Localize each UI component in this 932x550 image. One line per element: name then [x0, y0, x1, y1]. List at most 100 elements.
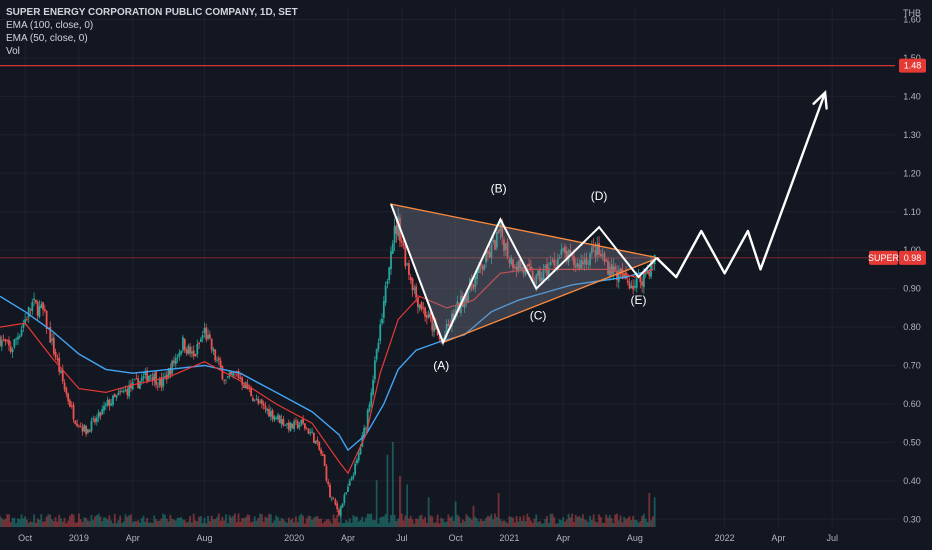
candle-body	[128, 385, 131, 397]
volume-bar	[564, 521, 566, 527]
price-tick-label: 1.20	[903, 168, 921, 178]
candle-body	[510, 257, 513, 265]
volume-bar	[535, 514, 538, 527]
volume-bar	[284, 521, 287, 527]
candle-body	[397, 216, 400, 237]
volume-bar	[556, 523, 559, 527]
volume-bar	[147, 522, 150, 527]
volume-bar	[309, 516, 312, 527]
candle-body	[605, 259, 608, 262]
price-axis[interactable]: THB 1.60 1.50 1.40 1.30 1.20 1.10 1.00 0.90 0.80…	[903, 8, 921, 524]
volume-bar	[506, 523, 509, 527]
time-tick-label: Jul	[396, 533, 408, 543]
candle-body	[26, 318, 28, 320]
candle-body	[354, 463, 357, 475]
volume-bar	[454, 501, 457, 527]
volume-bar	[110, 520, 113, 527]
candle-body	[119, 391, 122, 393]
volume-bar	[370, 513, 373, 527]
candle-body	[625, 272, 627, 279]
volume-bar	[273, 520, 276, 527]
candle-body	[40, 304, 43, 309]
volume-bar	[540, 523, 543, 527]
candle-body	[104, 404, 107, 406]
volume-bar	[192, 513, 195, 527]
volume-bar	[438, 523, 441, 527]
time-tick-label: 2021	[499, 533, 519, 543]
candle-body	[350, 478, 353, 480]
ema100-legend[interactable]: EMA (100, close, 0)	[6, 20, 94, 31]
volume-bar	[429, 515, 432, 527]
volume-bar	[124, 514, 127, 527]
volume-bar	[481, 520, 484, 527]
volume-bar	[553, 517, 556, 527]
volume-bar	[585, 520, 588, 527]
volume-bar	[644, 518, 647, 527]
candle-body	[275, 417, 278, 419]
candle-body	[372, 379, 374, 395]
candle-body	[208, 334, 211, 339]
candle-body	[521, 266, 523, 271]
volume-bar	[70, 513, 73, 527]
volume-bar	[221, 516, 224, 527]
volume-bar	[397, 518, 400, 527]
volume-legend[interactable]: Vol	[6, 46, 20, 57]
volume-bar	[2, 519, 5, 527]
candle-body	[542, 268, 545, 281]
volume-bar	[199, 516, 202, 527]
time-axis[interactable]: Oct 2019 Apr Aug 2020 Apr Jul Oct 2021 Apr Aug 2022…	[18, 533, 838, 543]
candle-body	[488, 252, 491, 258]
volume-bar	[451, 516, 453, 527]
volume-bar	[368, 513, 371, 527]
volume-bar	[551, 513, 554, 527]
resistance-price-tag	[899, 58, 926, 73]
volume-bar	[78, 513, 80, 527]
volume-bar	[361, 516, 364, 527]
volume-bar	[651, 516, 654, 527]
candle-body	[269, 411, 272, 417]
projection-zigzag[interactable]	[655, 92, 827, 279]
volume-bar	[174, 520, 177, 527]
volume-bar	[158, 520, 161, 527]
candle-body	[316, 439, 319, 443]
candle-body	[404, 246, 407, 267]
volume-bar	[512, 517, 514, 527]
candle-body	[524, 266, 527, 276]
symbol-title[interactable]: SUPER ENERGY CORPORATION PUBLIC COMPANY,…	[6, 7, 298, 18]
candle-body	[130, 383, 132, 389]
volume-bar	[264, 516, 267, 527]
ema50-legend[interactable]: EMA (50, close, 0)	[6, 33, 88, 44]
candle-body	[530, 266, 532, 271]
candle-body	[406, 263, 409, 265]
candle-body	[221, 366, 224, 380]
candle-body	[207, 334, 209, 339]
candle-body	[495, 232, 498, 248]
candle-body	[347, 486, 349, 492]
candle-body	[565, 251, 568, 261]
wave-abcde[interactable]	[390, 203, 658, 346]
volume-bar	[538, 520, 541, 527]
candle-body	[603, 252, 606, 262]
volume-bar	[63, 517, 66, 527]
volume-bar	[18, 519, 21, 527]
volume-bar	[544, 519, 547, 527]
candle-body	[304, 423, 306, 429]
volume-bar	[239, 521, 242, 527]
volume-bar	[524, 521, 527, 527]
volume-bar	[194, 520, 197, 527]
volume-bar	[151, 523, 154, 527]
volume-bar	[339, 515, 342, 527]
volume-bar	[345, 519, 348, 527]
candle-body	[442, 338, 444, 341]
candle-body	[262, 403, 265, 406]
candle-body	[451, 313, 453, 327]
volume-bar	[121, 523, 123, 527]
candle-body	[544, 265, 547, 268]
candle-body	[587, 262, 590, 264]
volume-bar	[447, 514, 450, 527]
candle-body	[187, 345, 190, 355]
volume-bar	[327, 519, 330, 527]
candle-body	[65, 388, 68, 394]
candle-body	[27, 307, 30, 318]
